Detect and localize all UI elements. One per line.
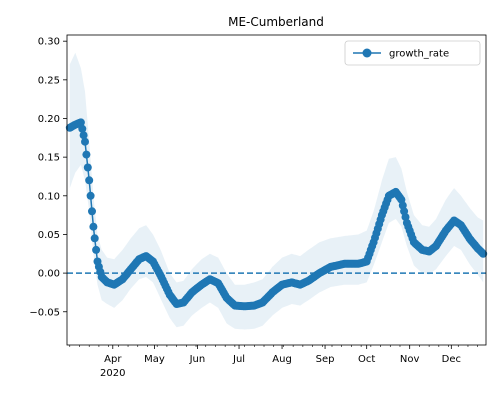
data-point — [79, 131, 88, 140]
y-tick-label: 0.30 — [38, 37, 60, 48]
x-tick-label: Jul — [232, 354, 245, 365]
x-tick-label: Aug — [272, 354, 292, 365]
x-tick-label: Apr — [104, 354, 122, 365]
data-point — [92, 245, 101, 254]
x-tick-label: Oct — [358, 354, 375, 365]
y-tick-label: 0.10 — [38, 191, 60, 202]
y-tick-label: 0.00 — [38, 269, 60, 280]
data-point — [83, 163, 92, 172]
data-point — [86, 191, 95, 200]
data-point — [90, 234, 99, 243]
legend-label: growth_rate — [389, 49, 449, 60]
x-tick-label: Dec — [442, 354, 461, 365]
x-tick-year-label: 2020 — [100, 368, 125, 379]
y-tick-label: 0.15 — [38, 153, 60, 164]
x-tick-label: Sep — [316, 354, 335, 365]
data-point — [82, 150, 91, 159]
y-tick-label: 0.20 — [38, 114, 60, 125]
legend-box — [344, 40, 481, 66]
data-point — [76, 118, 85, 127]
data-point — [88, 207, 96, 216]
x-axis: Apr 2020 May Jun Jul Aug Sep Oct Nov Dec — [69, 345, 478, 379]
y-tick-label: 0.25 — [38, 75, 60, 86]
data-point — [85, 176, 94, 185]
confidence-band-layer — [69, 52, 484, 330]
y-tick-label: 0.05 — [38, 230, 60, 241]
confidence-band — [69, 52, 484, 330]
x-tick-label: May — [144, 354, 165, 365]
x-tick-label: Jun — [189, 354, 206, 365]
legend-swatch-marker — [362, 48, 372, 58]
data-point — [89, 222, 98, 231]
y-tick-label: −0.05 — [29, 307, 60, 318]
x-tick-label: Nov — [400, 354, 420, 365]
chart-title: ME-Cumberland — [228, 15, 324, 29]
data-point — [479, 249, 488, 258]
series-layer — [65, 118, 488, 311]
y-axis: −0.05 0.00 0.05 0.10 0.15 0.20 0.25 0.30 — [29, 37, 67, 318]
plot-frame — [66, 34, 487, 346]
legend: growth_rate — [344, 40, 481, 66]
data-point — [81, 137, 89, 146]
data-point — [78, 124, 87, 133]
